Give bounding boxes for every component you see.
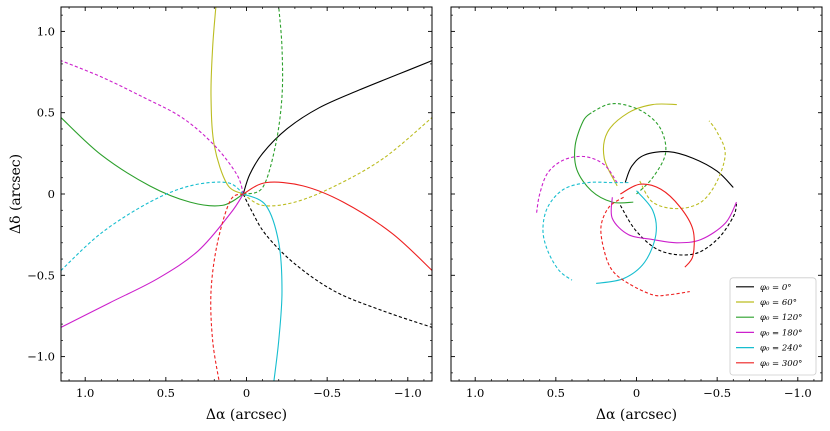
legend-entry-label: φ₀ = 300°: [760, 359, 802, 369]
left-y-tick-label: −1.0: [27, 350, 55, 364]
left-series-0-solid-curve: [242, 60, 432, 195]
left-y-tick-label: 1.0: [37, 24, 55, 38]
right-series-5-solid-curve: [620, 183, 695, 268]
left-x-ticks: 1.0 0.5 0 −0.5 −1.0: [68, 7, 425, 400]
left-x-tick-label: −0.5: [313, 386, 341, 400]
right-series-5-dashed-curve: [600, 196, 690, 297]
left-y-tick-label: −0.5: [27, 268, 55, 282]
right-x-tick-label: 0.5: [547, 386, 565, 400]
right-x-tick-label: 1.0: [466, 386, 484, 400]
left-panel: 1.0 0.5 0 −0.5 −1.0 1.0 0.5 0 −0.5 −1.0 Δα (arcs…: [8, 6, 433, 423]
legend-entry-label: φ₀ = 180°: [760, 328, 802, 338]
left-y-axis-label: Δδ (arcsec): [8, 154, 24, 234]
left-x-tick-label: 0: [243, 386, 250, 400]
right-panel: 1.0 0.5 0 −0.5 −1.0 Δα (arcsec) φ₀ = 0°φ₀ = …: [450, 6, 823, 423]
left-x-tick-label: 0.5: [157, 386, 175, 400]
left-series-0-dashed-curve: [242, 193, 432, 328]
left-series-2-solid-curve: [61, 117, 244, 207]
left-curves: [61, 7, 432, 381]
right-series-1-solid-curve: [602, 103, 677, 187]
left-plot-frame: [60, 6, 433, 382]
right-x-tick-label: −1.0: [784, 386, 812, 400]
right-series-4-solid-curve: [596, 190, 657, 284]
right-series-1-dashed-curve: [639, 120, 726, 210]
left-y-tick-label: 0: [48, 187, 55, 201]
right-curves: [535, 103, 738, 297]
left-y-ticks: 1.0 0.5 0 −0.5 −1.0: [27, 14, 432, 374]
right-x-ticks: 1.0 0.5 0 −0.5 −1.0: [458, 7, 815, 400]
left-series-4-solid-curve: [243, 193, 283, 381]
left-series-4-dashed-curve: [61, 181, 244, 271]
right-series-3-dashed-curve: [535, 155, 618, 214]
left-series-5-solid-curve: [242, 181, 432, 271]
legend-entry-label: φ₀ = 0°: [760, 283, 792, 293]
left-series-2-dashed-curve: [243, 7, 284, 195]
right-x-tick-label: 0: [633, 386, 640, 400]
legend: φ₀ = 0° φ₀ = 60° φ₀ = 120° φ₀ = 180° φ₀ = 24…: [729, 277, 817, 376]
legend-entry-label: φ₀ = 60°: [760, 298, 797, 308]
left-y-tick-label: 0.5: [37, 106, 55, 120]
right-series-3-solid-curve: [610, 197, 738, 244]
legend-entry-label: φ₀ = 240°: [760, 344, 802, 354]
left-series-3-solid-curve: [61, 193, 244, 328]
right-x-axis-label: Δα (arcsec): [596, 407, 677, 423]
right-y-ticks: [451, 14, 822, 374]
right-series-2-dashed-curve: [591, 103, 667, 195]
left-series-5-dashed-curve: [210, 193, 244, 381]
left-series-1-solid-curve: [210, 7, 244, 195]
left-x-axis-label: Δα (arcsec): [206, 407, 287, 423]
left-x-tick-label: 1.0: [76, 386, 94, 400]
right-series-4-dashed-curve: [542, 181, 629, 281]
legend-entry-label: φ₀ = 120°: [760, 313, 802, 323]
left-x-tick-label: −1.0: [394, 386, 422, 400]
left-series-3-dashed-curve: [61, 60, 244, 195]
right-series-0-solid-curve: [624, 151, 734, 188]
right-x-tick-label: −0.5: [703, 386, 731, 400]
